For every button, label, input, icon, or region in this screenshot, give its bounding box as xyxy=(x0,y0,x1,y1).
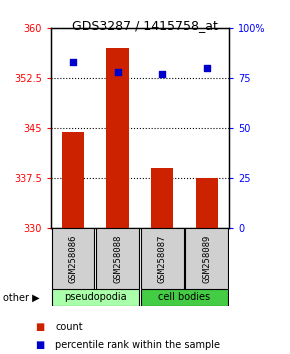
Text: percentile rank within the sample: percentile rank within the sample xyxy=(55,340,220,350)
Bar xyxy=(52,228,95,289)
Text: ■: ■ xyxy=(35,340,44,350)
Text: GSM258087: GSM258087 xyxy=(158,234,167,282)
Bar xyxy=(106,48,129,228)
Text: pseudopodia: pseudopodia xyxy=(64,292,127,302)
Bar xyxy=(141,228,184,289)
Bar xyxy=(52,289,139,306)
Point xyxy=(115,69,120,75)
Text: ■: ■ xyxy=(35,322,44,332)
Text: GSM258088: GSM258088 xyxy=(113,234,122,282)
Bar xyxy=(185,228,228,289)
Text: GSM258086: GSM258086 xyxy=(68,234,77,282)
Bar xyxy=(196,178,218,228)
Text: GDS3287 / 1415758_at: GDS3287 / 1415758_at xyxy=(72,19,218,33)
Bar xyxy=(96,228,139,289)
Bar xyxy=(141,289,228,306)
Point xyxy=(204,65,209,71)
Point xyxy=(160,72,164,77)
Text: count: count xyxy=(55,322,83,332)
Bar xyxy=(62,132,84,228)
Bar xyxy=(151,168,173,228)
Text: GSM258089: GSM258089 xyxy=(202,234,211,282)
Point xyxy=(71,59,75,65)
Text: other ▶: other ▶ xyxy=(3,293,39,303)
Text: cell bodies: cell bodies xyxy=(158,292,211,302)
